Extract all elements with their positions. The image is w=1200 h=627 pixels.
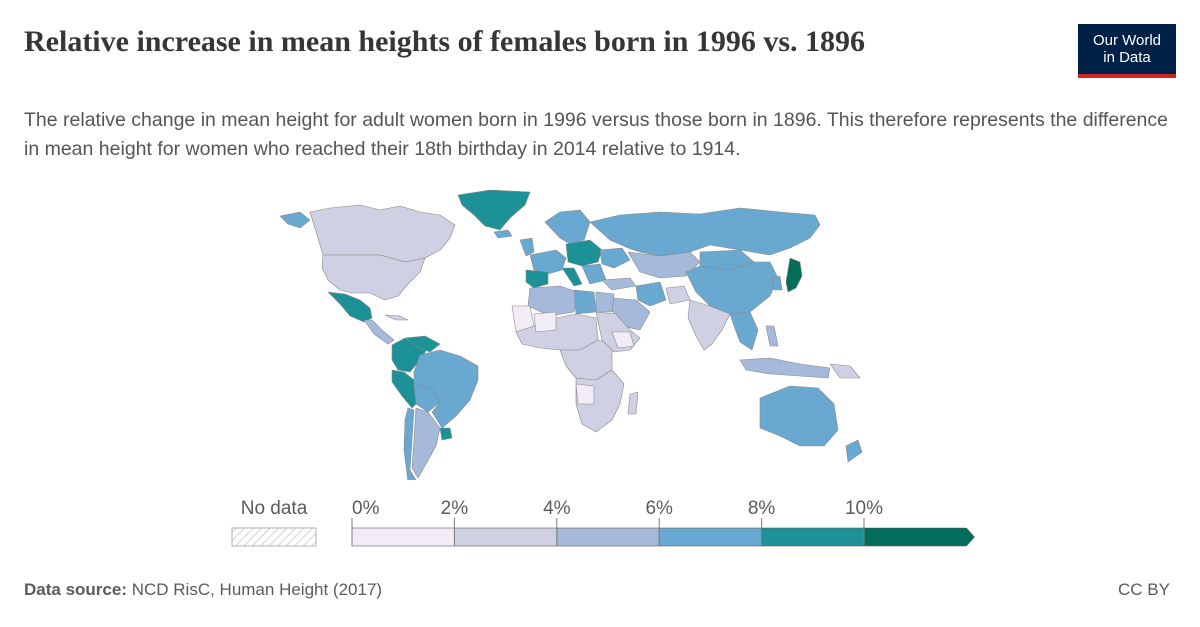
country-madagascar — [627, 391, 639, 415]
country-venezuela — [404, 335, 441, 353]
country-png — [829, 363, 861, 379]
country-philippines — [765, 325, 779, 347]
world-map[interactable] — [0, 180, 1200, 480]
country-central-europe — [565, 239, 603, 267]
country-mali — [533, 311, 557, 333]
logo-line-1: Our World — [1092, 32, 1162, 49]
country-ethiopia — [611, 331, 635, 349]
country-japan — [785, 257, 803, 293]
map-legend: No data 0% 2% 4% 6% 8% 10% — [231, 498, 975, 547]
data-source-label: Data source: — [24, 580, 127, 599]
country-turkey — [601, 277, 637, 291]
country-angola — [575, 383, 595, 405]
country-new-zealand — [845, 439, 863, 463]
country-scandinavia — [544, 209, 591, 245]
country-iran — [635, 281, 667, 307]
license-label[interactable]: CC BY — [1118, 580, 1170, 599]
legend-bin-5 — [863, 527, 975, 547]
legend-tick-label-2: 4% — [543, 498, 571, 519]
legend-bin-1 — [454, 527, 558, 547]
country-chile — [403, 407, 417, 480]
country-india — [687, 299, 731, 351]
country-russia — [589, 207, 821, 257]
country-iceland — [493, 229, 513, 239]
legend-no-data-swatch — [231, 527, 317, 547]
country-cuba — [384, 314, 409, 321]
legend-bin-3 — [658, 527, 762, 547]
country-greenland — [457, 189, 531, 231]
legend-bin-2 — [556, 527, 660, 547]
owid-logo[interactable]: Our World in Data — [1078, 24, 1176, 78]
chart-subtitle: The relative change in mean height for a… — [24, 109, 1168, 160]
chart-title: Relative increase in mean heights of fem… — [24, 25, 866, 58]
country-indonesia — [739, 357, 831, 379]
country-mexico — [327, 291, 373, 323]
legend-tick-label-0: 0% — [352, 498, 380, 519]
country-balkans — [581, 263, 607, 285]
data-source: Data source: NCD RisC, Human Height (201… — [24, 580, 382, 600]
country-italy — [561, 267, 583, 287]
legend-bin-4 — [761, 527, 865, 547]
legend-tick-label-1: 2% — [441, 498, 469, 519]
country-alaska — [279, 211, 311, 229]
legend-no-data-label: No data — [241, 498, 308, 519]
legend-bin-0 — [351, 527, 455, 547]
country-uruguay — [439, 427, 453, 441]
country-afghanistan — [665, 285, 691, 305]
country-libya — [573, 289, 597, 315]
country-morocco-algeria — [527, 285, 579, 317]
logo-line-2: in Data — [1103, 49, 1151, 66]
country-central-america — [363, 319, 395, 345]
country-brazil — [413, 349, 479, 429]
country-argentina — [411, 407, 441, 479]
country-canada — [309, 204, 456, 263]
country-uk — [519, 237, 535, 257]
legend-tick-label-4: 8% — [748, 498, 776, 519]
country-australia — [759, 385, 839, 447]
country-usa — [321, 254, 426, 301]
legend-tick-label-3: 6% — [645, 498, 673, 519]
legend-tick-label-5: 10% — [845, 498, 883, 519]
country-spain — [525, 269, 549, 289]
country-ukraine — [599, 247, 631, 269]
data-source-text: NCD RisC, Human Height (2017) — [126, 580, 383, 599]
country-egypt — [595, 291, 615, 313]
country-indochina — [729, 311, 759, 351]
country-western-europe — [529, 249, 567, 275]
country-korea — [771, 275, 783, 291]
